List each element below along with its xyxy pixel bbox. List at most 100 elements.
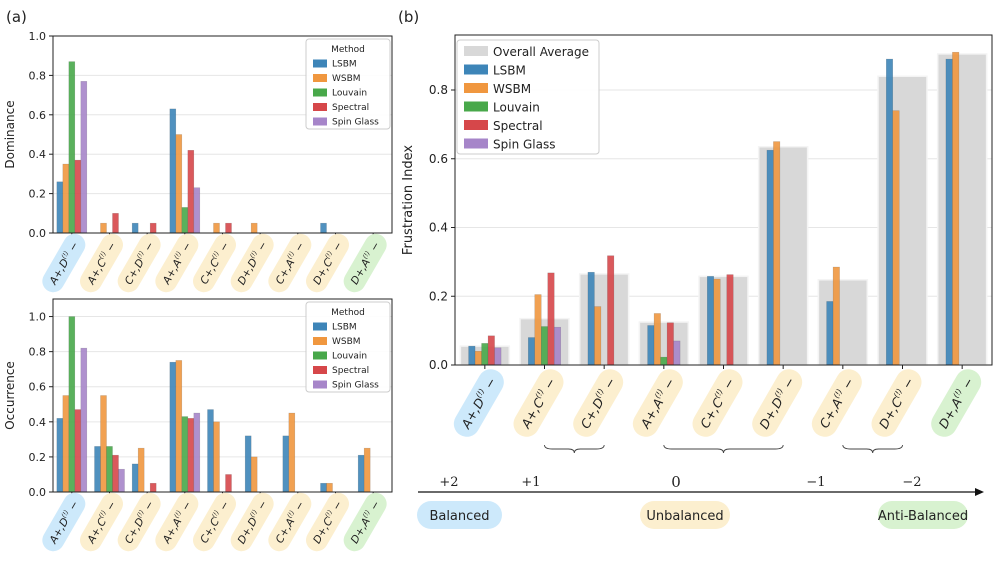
occurrence-bar-lsbm-7 <box>320 482 327 493</box>
group-brace-0 <box>544 444 605 454</box>
occurrence-ylabel: Occurrence <box>3 361 17 430</box>
dominance-bar-spectral-0 <box>74 159 82 234</box>
balance-tick-plus1: +1 <box>521 475 540 490</box>
occurrence-bar-lsbm-4 <box>207 409 214 493</box>
frustration-bar-wsbm-6 <box>832 266 840 366</box>
occurrence-ytick-label-2: 0.4 <box>29 416 47 429</box>
frustration-legend-label-wsbm: WSBM <box>493 82 531 96</box>
occurrence-legend-swatch-wsbm <box>313 337 327 345</box>
dominance-bar-spectral-3 <box>187 150 195 234</box>
occurrence-category-pill-6 <box>268 492 312 552</box>
occurrence-category-label-6: C+,A(!) − <box>268 492 312 552</box>
occurrence-bar-louvain-1 <box>106 446 113 493</box>
occurrence-category-label-1: A+,C(!) − <box>80 492 123 552</box>
frustration-legend-swatch-spectral <box>464 120 488 130</box>
dominance-category-pill-1 <box>80 233 123 293</box>
frustration-bar-wsbm-8 <box>952 51 960 366</box>
frustration-category-pill-4 <box>692 369 743 437</box>
antibalanced-label: Anti-Balanced <box>878 509 968 524</box>
frustration-ytick-label-1: 0.2 <box>429 289 448 303</box>
frustration-category-label-7: D+,C(!) − <box>871 369 922 437</box>
panel-b-label: (b) <box>398 8 419 26</box>
occurrence-legend-label-louvain: Louvain <box>332 352 367 362</box>
dominance-bar-spin-glass-3 <box>193 187 201 234</box>
dominance-bar-lsbm-7 <box>320 222 327 234</box>
balance-tick-plus2: +2 <box>439 475 458 490</box>
occurrence-legend-label-wsbm: WSBM <box>332 337 361 347</box>
frustration-bar-spin-glass-1 <box>554 326 561 366</box>
dominance-legend-swatch-louvain <box>313 88 327 97</box>
occurrence-category-pill-8 <box>343 492 387 552</box>
dominance-ytick-label-3: 0.6 <box>29 109 47 122</box>
frustration-category-label-3: A+,A(!) − <box>632 369 683 437</box>
occurrence-ytick-label-3: 0.6 <box>29 381 47 394</box>
frustration-bar-spectral-1 <box>547 272 555 366</box>
dominance-bar-wsbm-5 <box>250 222 258 234</box>
dominance-category-pill-8 <box>343 233 387 293</box>
frustration-bar-wsbm-5 <box>773 141 781 366</box>
frustration-bar-lsbm-2 <box>587 271 595 366</box>
occurrence-ytick-label-1: 0.2 <box>29 451 47 464</box>
occurrence-category-label-4: C+,C(!) − <box>193 492 236 552</box>
occurrence-bar-spin-glass-1 <box>118 468 125 493</box>
frustration-average-bar-2 <box>578 273 630 366</box>
occurrence-bar-wsbm-2 <box>137 447 145 493</box>
dominance-bar-wsbm-1 <box>100 222 107 234</box>
frustration-average-bar-7 <box>877 75 928 366</box>
frustration-bar-spectral-2 <box>607 255 615 366</box>
frustration-bar-wsbm-0 <box>474 351 482 366</box>
occurrence-bar-spectral-2 <box>149 482 157 493</box>
frustration-bar-louvain-3 <box>660 356 668 366</box>
occurrence-bar-spectral-0 <box>74 409 82 493</box>
occurrence-bar-wsbm-4 <box>213 421 220 493</box>
frustration-bar-louvain-0 <box>481 343 489 366</box>
occurrence-bar-lsbm-8 <box>357 454 365 493</box>
unbalanced-pill <box>640 501 730 529</box>
frustration-legend-swatch-wsbm <box>464 83 488 93</box>
dominance-plot-frame <box>52 35 393 234</box>
dominance-category-label-2: C+,D(!) − <box>117 233 161 293</box>
occurrence-bar-louvain-0 <box>68 316 76 493</box>
balanced-pill <box>417 501 502 529</box>
antibalanced-pill <box>878 501 968 529</box>
frustration-legend-swatch-overall-average <box>464 46 488 56</box>
dominance-ylabel: Dominance <box>3 100 17 168</box>
frustration-bar-spectral-4 <box>726 274 734 366</box>
occurrence-category-pill-7 <box>306 492 349 552</box>
frustration-bar-lsbm-7 <box>886 58 893 366</box>
frustration-average-bar-4 <box>698 275 749 366</box>
dominance-bar-spectral-4 <box>225 222 232 234</box>
dominance-legend-label-wsbm: WSBM <box>332 74 361 84</box>
dominance-category-pill-4 <box>193 233 236 293</box>
occurrence-bar-spin-glass-0 <box>80 347 88 493</box>
dominance-ytick-label-0: 0.0 <box>29 227 47 240</box>
frustration-category-pill-5 <box>752 369 803 437</box>
occurrence-bar-wsbm-0 <box>62 395 70 493</box>
frustration-bar-spectral-0 <box>487 335 495 366</box>
frustration-index-chart: 0.0 0.2 0.4 0.6 0.8 Frustration Index A+,D(!) … <box>401 34 993 437</box>
frustration-category-label-8: D+,A(!) − <box>931 369 982 437</box>
unbalanced-label: Unbalanced <box>646 509 723 524</box>
dominance-legend-label-lsbm: LSBM <box>332 60 357 70</box>
dominance-legend-swatch-wsbm <box>313 74 327 82</box>
frustration-bar-wsbm-2 <box>594 306 602 366</box>
frustration-bar-wsbm-4 <box>713 278 721 366</box>
frustration-bar-louvain-1 <box>541 326 548 366</box>
occurrence-bar-lsbm-5 <box>244 435 252 493</box>
frustration-ytick-label-0: 0.0 <box>429 358 448 372</box>
frustration-ylabel: Frustration Index <box>401 145 416 255</box>
frustration-ytick-label-3: 0.6 <box>429 152 448 166</box>
dominance-legend-swatch-lsbm <box>313 59 327 68</box>
dominance-category-pill-7 <box>306 233 349 293</box>
occurrence-category-pill-0 <box>42 492 86 552</box>
occurrence-bar-wsbm-5 <box>250 456 258 493</box>
dominance-legend-label-spin-glass: Spin Glass <box>332 118 379 128</box>
occurrence-category-pill-4 <box>193 492 236 552</box>
occurrence-bar-lsbm-6 <box>282 435 290 493</box>
frustration-legend-label-lsbm: LSBM <box>493 64 526 78</box>
frustration-average-bar-6 <box>817 279 869 366</box>
occurrence-legend-label-spin-glass: Spin Glass <box>332 381 379 391</box>
dominance-category-label-3: A+,A(!) − <box>155 233 199 293</box>
